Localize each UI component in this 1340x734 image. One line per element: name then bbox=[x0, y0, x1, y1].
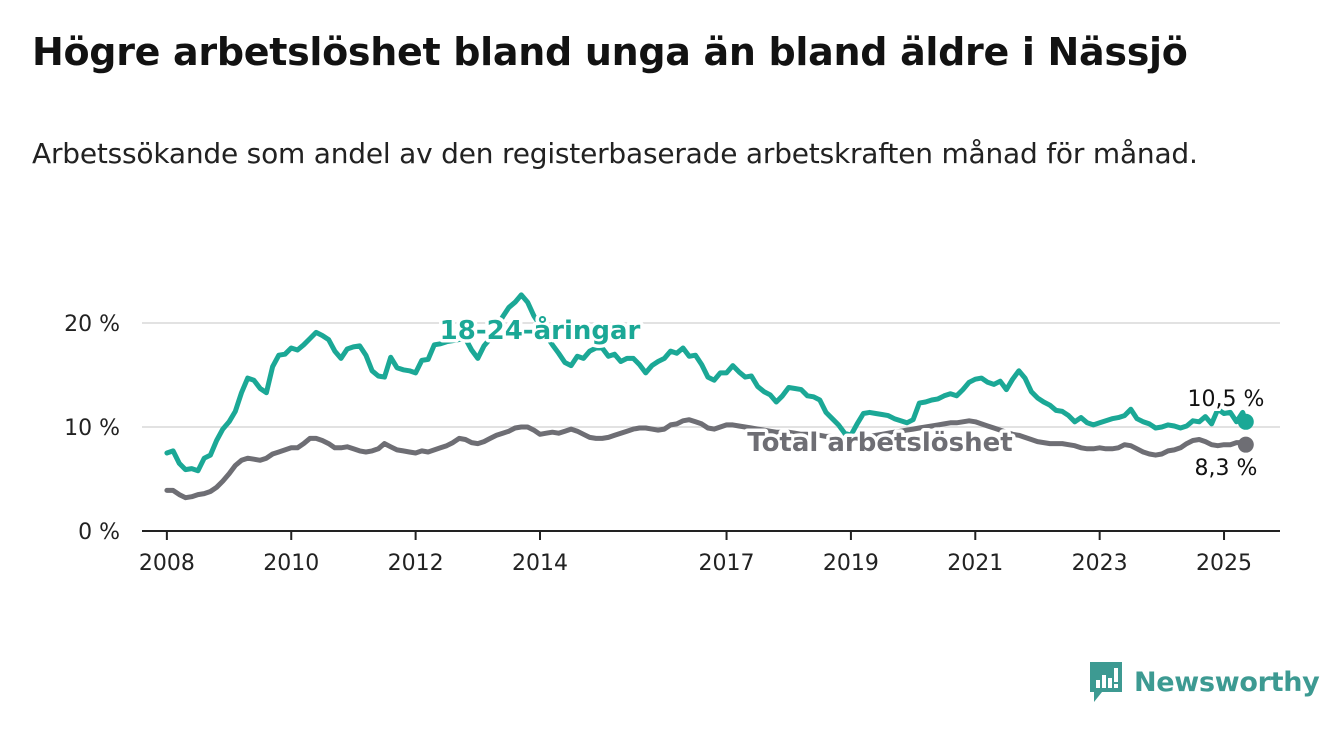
x-tick-label: 2010 bbox=[263, 551, 319, 576]
series-end-dot-0 bbox=[1237, 413, 1254, 430]
y-tick-label: 10 % bbox=[64, 416, 120, 441]
x-tick-label: 2019 bbox=[823, 551, 879, 576]
series-line-1 bbox=[164, 417, 1249, 501]
brand-logo: Newsworthy bbox=[1088, 660, 1320, 704]
y-axis-labels: 0 % 10 % 20 % bbox=[64, 312, 120, 545]
x-tick-label: 2017 bbox=[699, 551, 755, 576]
newsworthy-logo-icon bbox=[1090, 662, 1122, 702]
x-tick-label: 2021 bbox=[947, 551, 1003, 576]
series-name-label-0: 18-24-åringar bbox=[440, 314, 641, 346]
x-tick-label: 2012 bbox=[388, 551, 444, 576]
x-axis bbox=[142, 530, 1280, 540]
series-name-label-1: Total arbetslöshet bbox=[747, 428, 1012, 458]
series-labels: 18-24-åringar Total arbetslöshet 10,5 % 8,3… bbox=[436, 311, 1267, 484]
y-tick-label: 0 % bbox=[78, 520, 120, 545]
series-line-0 bbox=[164, 292, 1249, 474]
x-axis-labels: 2008 2010 2012 2014 2017 2019 2021 2023 2025 bbox=[139, 551, 1252, 576]
x-tick-label: 2023 bbox=[1072, 551, 1128, 576]
chart-subtitle: Arbetssökande som andel av den registerb… bbox=[32, 137, 1198, 170]
series-end-dot-1 bbox=[1237, 436, 1254, 453]
series-end-label-1: 8,3 % bbox=[1195, 456, 1258, 481]
y-tick-label: 20 % bbox=[64, 312, 120, 337]
series-end-label-0: 10,5 % bbox=[1188, 387, 1265, 412]
x-tick-label: 2014 bbox=[512, 551, 568, 576]
series-lines bbox=[164, 292, 1254, 501]
brand-name: Newsworthy bbox=[1134, 666, 1320, 698]
chart-title: Högre arbetslöshet bland unga än bland ä… bbox=[32, 30, 1188, 74]
x-tick-label: 2025 bbox=[1196, 551, 1252, 576]
x-tick-label: 2008 bbox=[139, 551, 195, 576]
